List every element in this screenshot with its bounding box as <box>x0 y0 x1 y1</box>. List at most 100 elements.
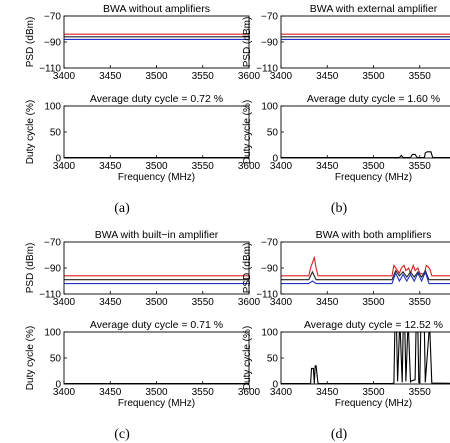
panel-b-duty: Average duty cycle = 1.60 % 3400 3450 3500 3… <box>242 93 450 183</box>
y-tick-label: 50 <box>50 128 62 139</box>
x-tick-label: 3550 <box>192 71 215 82</box>
y-axis-label: Duty cycle (%) <box>25 100 36 164</box>
y-tick-label: −70 <box>44 12 61 23</box>
x-tick-label: 3400 <box>270 71 293 82</box>
y-tick-label: −90 <box>261 264 278 275</box>
x-axis-label: Frequency (MHz) <box>335 398 412 409</box>
x-tick-label: 3550 <box>409 387 432 398</box>
panel-a-duty: Average duty cycle = 0.72 % 3400 3450 3500 3… <box>25 93 261 183</box>
y-tick-label: −90 <box>261 38 278 49</box>
x-tick-label: 3500 <box>362 297 385 308</box>
x-axis-label: Frequency (MHz) <box>335 172 412 183</box>
y-tick-label: −70 <box>44 238 61 249</box>
x-tick-label: 3600 <box>238 297 261 308</box>
axes-title: BWA with built−in amplifier <box>95 229 219 241</box>
series-line-1 <box>281 269 450 281</box>
y-axis-label: PSD (dBm) <box>25 17 36 68</box>
series-line-0 <box>281 331 450 385</box>
y-tick-label: 50 <box>267 354 279 365</box>
caption-c: (c) <box>114 427 130 442</box>
axes-frame <box>280 241 450 295</box>
panel-c-duty: Average duty cycle = 0.71 % 3400 3450 3500 3… <box>25 319 261 409</box>
x-axis-label: Frequency (MHz) <box>118 172 195 183</box>
series-line-0 <box>281 151 450 159</box>
axes-frame <box>63 105 250 159</box>
y-axis-label: Duty cycle (%) <box>242 100 253 164</box>
y-axis-label: PSD (dBm) <box>242 243 253 294</box>
axes-title: BWA with both amplifiers <box>316 229 432 241</box>
y-axis-label: Duty cycle (%) <box>242 326 253 390</box>
y-axis-label: PSD (dBm) <box>242 17 253 68</box>
x-tick-label: 3600 <box>238 71 261 82</box>
x-tick-label: 3550 <box>192 387 215 398</box>
panel-d-psd: BWA with both amplifiers 3400 3450 3500 3550… <box>242 229 450 308</box>
axes-title: Average duty cycle = 0.71 % <box>90 319 223 331</box>
x-tick-label: 3450 <box>99 297 122 308</box>
y-tick-label: −70 <box>261 12 278 23</box>
y-tick-label: −70 <box>261 238 278 249</box>
caption-a: (a) <box>114 201 130 216</box>
y-tick-label: −110 <box>39 64 61 75</box>
x-tick-label: 3500 <box>362 387 385 398</box>
x-tick-label: 3450 <box>316 161 339 172</box>
x-tick-label: 3450 <box>316 297 339 308</box>
y-tick-label: 100 <box>44 102 61 113</box>
axes-frame <box>280 15 450 69</box>
axes-frame <box>280 105 450 159</box>
y-tick-label: −90 <box>44 264 61 275</box>
x-tick-label: 3500 <box>145 71 168 82</box>
y-tick-label: 100 <box>261 102 278 113</box>
panel-a-psd: BWA without amplifiers 3400 3450 3500 3550 36… <box>25 3 261 82</box>
y-tick-label: −110 <box>256 64 278 75</box>
panel-d-duty: Average duty cycle = 12.52 % 3400 3450 3500… <box>242 319 450 409</box>
axes-frame <box>63 331 250 385</box>
x-tick-label: 3550 <box>192 161 215 172</box>
x-tick-label: 3400 <box>53 161 76 172</box>
x-tick-label: 3400 <box>53 71 76 82</box>
axes-frame <box>63 241 250 295</box>
axes-title: BWA with external amplifier <box>310 3 438 15</box>
x-tick-label: 3500 <box>362 161 385 172</box>
y-tick-label: −90 <box>44 38 61 49</box>
x-tick-label: 3600 <box>238 161 261 172</box>
y-axis-label: PSD (dBm) <box>25 243 36 294</box>
axes-title: Average duty cycle = 1.60 % <box>307 93 440 105</box>
x-tick-label: 3550 <box>409 161 432 172</box>
x-tick-label: 3500 <box>145 387 168 398</box>
x-tick-label: 3450 <box>99 71 122 82</box>
y-tick-label: −110 <box>256 290 278 301</box>
axes-title: Average duty cycle = 0.72 % <box>90 93 223 105</box>
x-tick-label: 3450 <box>99 161 122 172</box>
axes-title: Average duty cycle = 12.52 % <box>304 319 443 331</box>
x-tick-label: 3400 <box>270 387 293 398</box>
x-tick-label: 3500 <box>145 297 168 308</box>
caption-b: (b) <box>331 201 348 216</box>
x-tick-label: 3500 <box>362 71 385 82</box>
series-line-0 <box>281 255 450 277</box>
y-tick-label: 100 <box>44 328 61 339</box>
axes-title: BWA without amplifiers <box>103 3 210 15</box>
y-axis-label: Duty cycle (%) <box>25 326 36 390</box>
caption-d: (d) <box>331 427 348 442</box>
y-tick-label: 0 <box>55 154 61 165</box>
x-tick-label: 3550 <box>192 297 215 308</box>
y-tick-label: 50 <box>50 354 62 365</box>
x-tick-label: 3550 <box>409 71 432 82</box>
x-tick-label: 3550 <box>409 297 432 308</box>
x-tick-label: 3400 <box>270 297 293 308</box>
axes-layer: BWA without amplifiers 3400 3450 3500 3550 36… <box>25 3 450 409</box>
y-tick-label: 0 <box>55 380 61 391</box>
y-tick-label: 0 <box>272 154 278 165</box>
x-tick-label: 3400 <box>53 387 76 398</box>
y-tick-label: −110 <box>39 290 61 301</box>
y-tick-label: 100 <box>261 328 278 339</box>
x-tick-label: 3400 <box>270 161 293 172</box>
y-tick-label: 50 <box>267 128 279 139</box>
x-tick-label: 3450 <box>316 71 339 82</box>
x-tick-label: 3450 <box>99 387 122 398</box>
axes-frame <box>63 15 250 69</box>
y-tick-label: 0 <box>272 380 278 391</box>
series-line-2 <box>281 270 450 285</box>
x-tick-label: 3450 <box>316 387 339 398</box>
